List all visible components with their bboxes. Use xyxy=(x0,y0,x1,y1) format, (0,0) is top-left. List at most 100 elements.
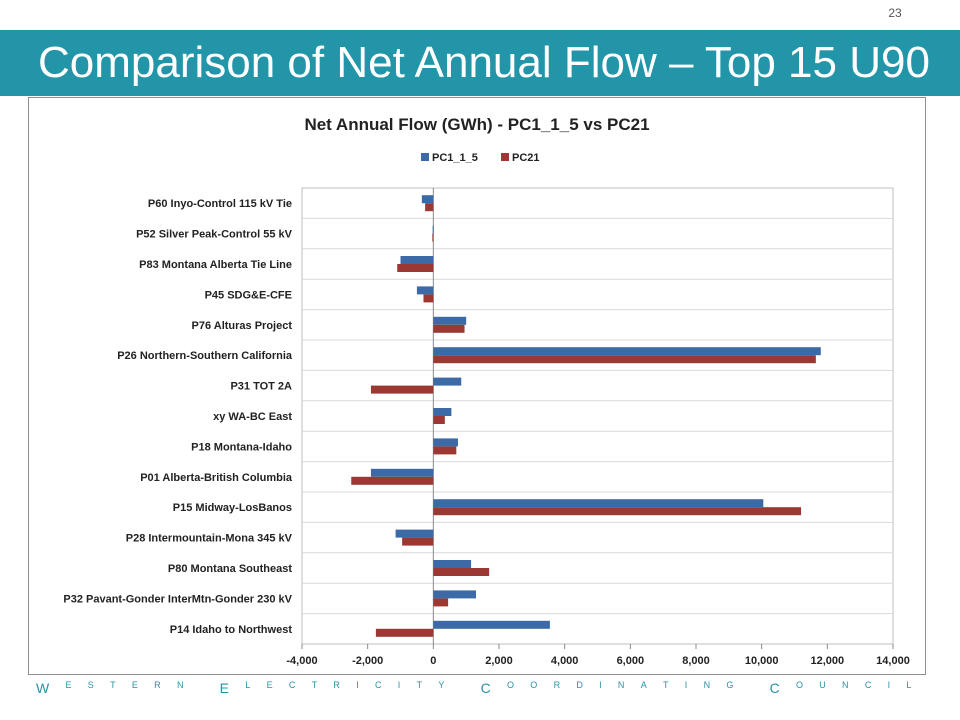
bar-chart: Net Annual Flow (GWh) - PC1_1_5 vs PC21 P… xyxy=(63,115,910,667)
footer: We s t e r n El e c t r i c i t y Co o r d i n a t i n g Co u n c i l xyxy=(0,680,960,696)
footer-letter: i xyxy=(599,680,602,690)
bar-pc21 xyxy=(433,324,465,333)
footer-letter: e xyxy=(65,680,72,690)
footer-space xyxy=(200,680,204,696)
footer-letter: n xyxy=(703,680,711,690)
footer-letter: u xyxy=(819,680,826,690)
bar-pc1-1-5 xyxy=(433,590,477,599)
bar-pc1-1-5 xyxy=(433,316,467,325)
category-label: P60 Inyo-Control 115 kV Tie xyxy=(148,198,292,210)
page-number: 23 xyxy=(888,6,902,20)
footer-letter: i xyxy=(684,680,688,690)
bar-pc1-1-5 xyxy=(433,347,821,356)
footer-letter: r xyxy=(553,680,561,690)
category-label: P26 Northern-Southern California xyxy=(117,350,293,362)
title-bar: Comparison of Net Annual Flow – Top 15 U… xyxy=(0,30,960,96)
legend: PC1_1_5 PC21 xyxy=(421,152,540,164)
footer-letter: i xyxy=(397,680,401,690)
category-label: P52 Silver Peak-Control 55 kV xyxy=(136,229,293,241)
x-tick-label: -2,000 xyxy=(352,655,383,667)
footer-letter: o xyxy=(506,680,514,690)
footer-letter: n xyxy=(617,680,625,690)
slide-title: Comparison of Net Annual Flow – Top 15 U… xyxy=(38,38,930,87)
bar-pc1-1-5 xyxy=(433,499,764,508)
bar-pc1-1-5 xyxy=(395,529,434,538)
category-label: P76 Alturas Project xyxy=(192,320,293,332)
bar-pc21 xyxy=(433,568,490,576)
bar-pc21 xyxy=(425,203,434,212)
footer-letter: c xyxy=(375,680,382,690)
bar-pc21 xyxy=(402,537,434,546)
category-label: P83 Montana Alberta Tie Line xyxy=(139,259,292,271)
bar-pc21 xyxy=(433,416,445,424)
footer-letter: r xyxy=(154,680,161,690)
bar-pc1-1-5 xyxy=(433,438,458,447)
x-tick-label: 4,000 xyxy=(551,655,579,667)
bar-pc21 xyxy=(433,507,802,516)
footer-letter: o xyxy=(795,680,803,690)
footer-text: We s t e r n El e c t r i c i t y Co o r d i n a t i n g Co u n c i l xyxy=(36,680,912,696)
category-label: P32 Pavant-Gonder InterMtn-Gonder 230 kV xyxy=(63,593,292,605)
category-label: P15 Midway-LosBanos xyxy=(173,502,292,514)
legend-swatch-1 xyxy=(501,153,509,161)
footer-letter: C xyxy=(769,680,780,696)
category-label: P45 SDG&E-CFE xyxy=(205,289,292,301)
bar-pc21 xyxy=(370,385,434,394)
bar-pc21 xyxy=(375,628,434,637)
category-label: P18 Montana-Idaho xyxy=(191,441,292,453)
footer-letter: i xyxy=(887,680,891,690)
bar-pc1-1-5 xyxy=(432,225,434,234)
x-tick-label: -4,000 xyxy=(286,655,317,667)
footer-letter: W xyxy=(36,680,50,696)
bar-pc1-1-5 xyxy=(400,256,434,264)
x-tick-label: 12,000 xyxy=(811,655,845,667)
category-label: P14 Idaho to Northwest xyxy=(170,624,293,636)
bar-pc1-1-5 xyxy=(416,286,434,295)
footer-letter: y xyxy=(438,680,445,690)
category-label: P28 Intermountain-Mona 345 kV xyxy=(126,533,293,545)
footer-letter: l xyxy=(245,680,251,690)
x-tick-label: 14,000 xyxy=(876,655,910,667)
footer-letter: d xyxy=(576,680,583,690)
footer-letter: e xyxy=(131,680,138,690)
footer-letter: o xyxy=(530,680,538,690)
bar-pc1-1-5 xyxy=(433,560,472,568)
footer-letter: e xyxy=(266,680,273,690)
bar-pc1-1-5 xyxy=(433,377,462,386)
bar-pc21 xyxy=(423,294,434,303)
category-label: P31 TOT 2A xyxy=(230,381,292,393)
footer-letter: i xyxy=(356,680,359,690)
plot-area xyxy=(301,187,894,645)
footer-letter: s xyxy=(87,680,94,690)
x-tick-label: 6,000 xyxy=(617,655,645,667)
footer-letter: E xyxy=(219,680,229,696)
bar-pc21 xyxy=(433,598,449,607)
chart-frame: Net Annual Flow (GWh) - PC1_1_5 vs PC21 P… xyxy=(28,97,926,675)
footer-letter: n xyxy=(842,680,849,690)
category-label: P01 Alberta-British Columbia xyxy=(140,472,293,484)
bar-pc1-1-5 xyxy=(421,195,434,204)
bar-pc1-1-5 xyxy=(433,408,452,416)
footer-letter: c xyxy=(288,680,296,690)
x-tick-label: 0 xyxy=(430,655,436,667)
footer-letter: t xyxy=(311,680,318,690)
bar-pc1-1-5 xyxy=(370,468,434,477)
bar-pc1-1-5 xyxy=(433,620,550,629)
footer-letter: g xyxy=(726,680,734,690)
legend-label-1: PC21 xyxy=(512,152,540,164)
chart-title: Net Annual Flow (GWh) - PC1_1_5 vs PC21 xyxy=(304,115,649,134)
category-label: P80 Montana Southeast xyxy=(168,563,292,575)
footer-letter: r xyxy=(333,680,340,690)
x-tick-label: 8,000 xyxy=(682,655,710,667)
footer-letter: n xyxy=(176,680,184,690)
footer-letter: l xyxy=(906,680,912,690)
footer-letter: c xyxy=(864,680,872,690)
x-tick-label: 2,000 xyxy=(485,655,513,667)
footer-letter: C xyxy=(480,680,491,696)
footer-space xyxy=(461,680,465,696)
bar-pc21 xyxy=(351,476,434,485)
bar-pc21 xyxy=(432,233,434,242)
legend-label-0: PC1_1_5 xyxy=(432,152,478,164)
bar-pc21 xyxy=(397,264,434,272)
footer-letter: a xyxy=(640,680,647,690)
